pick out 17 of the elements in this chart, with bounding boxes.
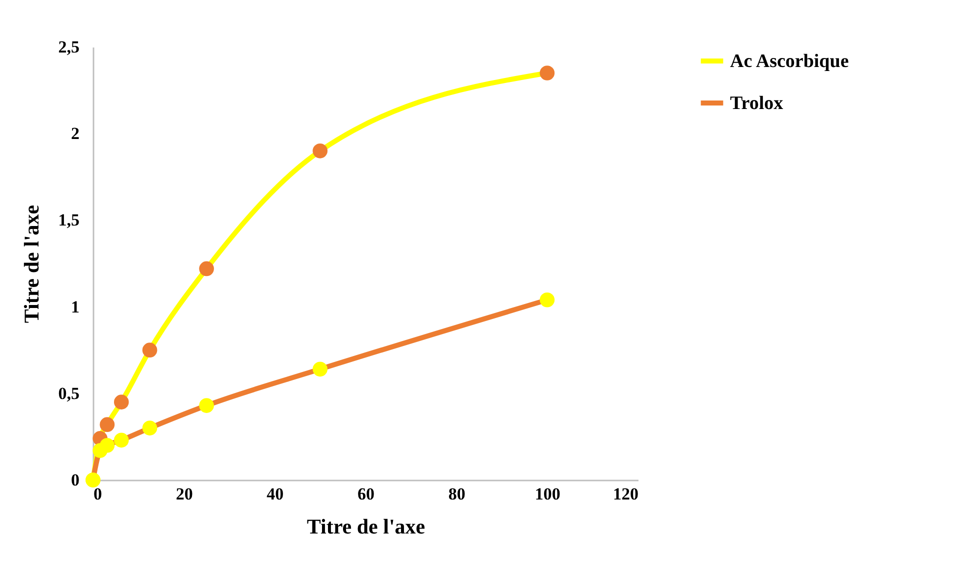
y-tick-label: 1,5 [58, 210, 80, 230]
x-axis-title: Titre de l'axe [306, 514, 426, 538]
x-tick-label: 40 [266, 484, 284, 504]
y-tick-label: 0 [71, 470, 80, 490]
y-tick-label: 0,5 [58, 384, 80, 403]
x-tick-label: 0 [94, 484, 102, 504]
legend-label: Ac Ascorbique [730, 51, 849, 72]
y-axis-title: Titre de l'axe [19, 204, 44, 324]
x-tick-label: 20 [176, 484, 193, 504]
x-tick-label: 100 [534, 484, 560, 504]
x-tick-label: 120 [613, 484, 638, 504]
y-tick-label: 2,5 [58, 38, 80, 56]
y-tick-label: 1 [71, 297, 80, 316]
x-tick-label: 60 [358, 484, 374, 504]
x-tick-label: 80 [448, 484, 466, 504]
y-tick-label: 2 [71, 124, 80, 144]
legend-label: Trolox [730, 93, 784, 114]
